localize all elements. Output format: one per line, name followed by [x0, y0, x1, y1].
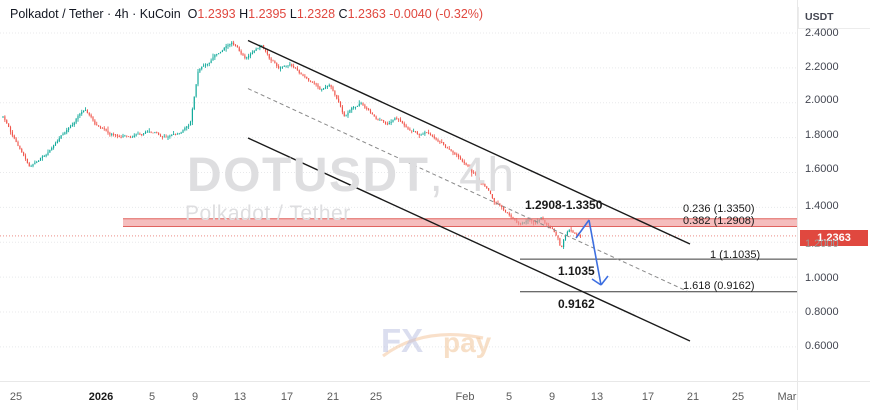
svg-text:pay: pay	[443, 327, 492, 358]
svg-text:FX: FX	[381, 322, 423, 359]
